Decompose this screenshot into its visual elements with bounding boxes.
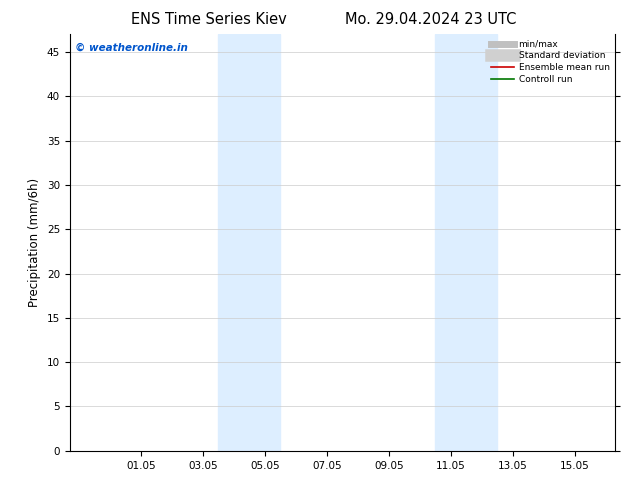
Y-axis label: Precipitation (mm/6h): Precipitation (mm/6h) (28, 178, 41, 307)
Text: © weatheronline.in: © weatheronline.in (75, 43, 188, 52)
Bar (219, 34, 280, 451)
Legend: min/max, Standard deviation, Ensemble mean run, Controll run: min/max, Standard deviation, Ensemble me… (488, 36, 613, 87)
Text: ENS Time Series Kiev: ENS Time Series Kiev (131, 12, 287, 27)
Bar (436, 34, 497, 451)
Text: Mo. 29.04.2024 23 UTC: Mo. 29.04.2024 23 UTC (346, 12, 517, 27)
